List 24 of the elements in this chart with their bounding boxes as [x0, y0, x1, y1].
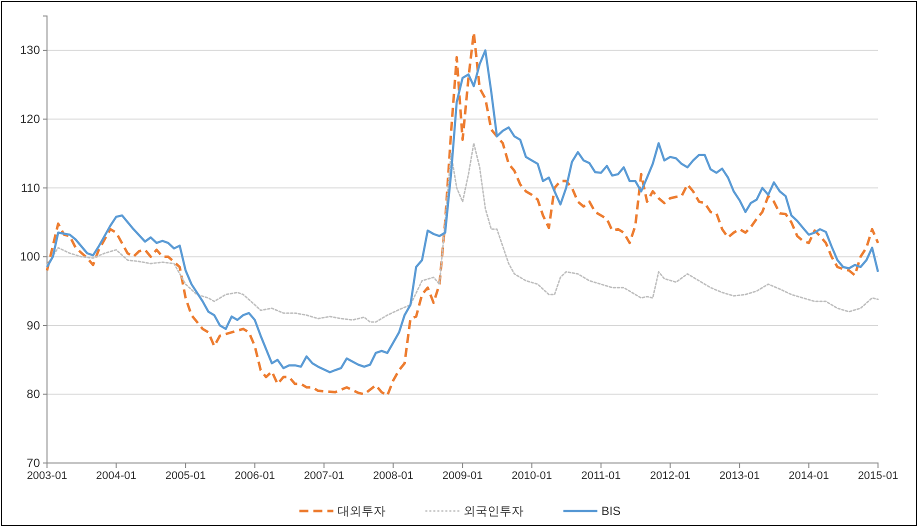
line-series — [46, 142, 879, 323]
x-tick-label: 2012-01 — [650, 470, 690, 482]
legend-label: BIS — [601, 504, 621, 518]
x-tick-label: 2009-01 — [442, 470, 483, 482]
y-tick-label: 70 — [26, 456, 40, 470]
y-tick-label: 130 — [20, 43, 40, 58]
legend-label: 대외투자 — [337, 504, 386, 518]
y-tick-label: 110 — [20, 180, 40, 195]
legend-label: 외국인투자 — [463, 504, 524, 518]
x-tick-label: 2007-01 — [304, 470, 344, 482]
y-tick-label: 100 — [20, 250, 40, 264]
x-tick-label: 2004-01 — [96, 470, 136, 482]
x-tick-label: 2011-01 — [581, 470, 621, 482]
x-tick-label: 2005-01 — [165, 470, 206, 482]
x-tick-label: 2008-01 — [373, 470, 414, 482]
y-tick-label: 80 — [26, 387, 40, 402]
x-tick-label: 2013-01 — [719, 470, 760, 482]
x-tick-label: 2015-01 — [858, 470, 898, 482]
x-tick-label: 2003-01 — [26, 470, 68, 482]
y-tick-label: 120 — [20, 112, 40, 126]
x-tick-label: 2006-01 — [234, 470, 275, 482]
y-tick-label: 90 — [26, 318, 40, 332]
x-tick-label: 2010-01 — [512, 470, 552, 482]
x-tick-label: 2014-01 — [788, 470, 829, 482]
